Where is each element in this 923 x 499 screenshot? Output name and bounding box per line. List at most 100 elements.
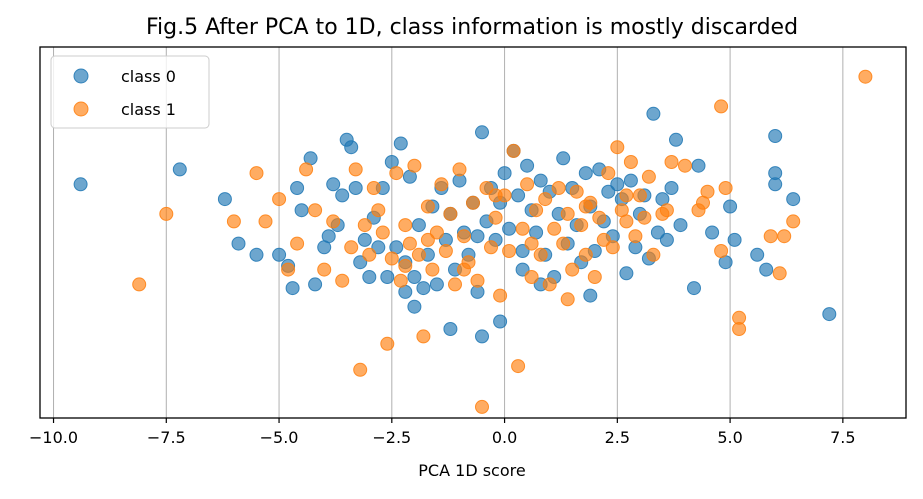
data-point-class-1 — [763, 229, 778, 244]
data-point-class-0 — [556, 151, 571, 166]
x-axis-ticks: −10.0 −7.5 −5.0 −2.5 0.0 2.5 5.0 7.5 — [29, 418, 856, 447]
data-point-class-1 — [452, 162, 467, 177]
data-point-class-1 — [659, 203, 674, 218]
data-point-class-0 — [659, 232, 674, 247]
data-point-class-1 — [569, 184, 584, 199]
x-tick-label: −7.5 — [147, 428, 186, 447]
legend: class 0 class 1 — [50, 55, 210, 129]
data-point-class-1 — [475, 399, 489, 414]
data-point-class-1 — [623, 155, 638, 169]
data-point-class-0 — [172, 162, 187, 177]
data-point-class-0 — [443, 322, 458, 336]
data-point-class-0 — [335, 188, 350, 203]
data-point-class-1 — [515, 221, 530, 236]
data-point-class-1 — [317, 262, 332, 277]
data-point-class-1 — [484, 240, 498, 255]
data-point-class-0 — [646, 106, 661, 121]
data-point-class-0 — [362, 270, 377, 284]
data-point-class-1 — [646, 247, 661, 262]
data-point-class-1 — [664, 155, 679, 169]
data-point-class-1 — [587, 270, 602, 284]
data-point-class-1 — [524, 236, 539, 251]
data-point-class-0 — [249, 247, 264, 262]
data-point-class-0 — [353, 255, 368, 270]
data-point-class-1 — [488, 188, 503, 203]
data-point-class-0 — [217, 192, 232, 207]
data-point-class-1 — [641, 169, 656, 184]
data-point-class-1 — [420, 199, 435, 214]
data-point-class-0 — [357, 232, 372, 247]
data-point-class-1 — [335, 273, 350, 288]
data-point-class-0 — [768, 177, 783, 192]
data-point-class-1 — [858, 69, 873, 84]
data-point-class-1 — [258, 214, 273, 229]
data-point-class-0 — [533, 173, 548, 188]
data-point-class-1 — [619, 188, 634, 203]
data-point-class-1 — [443, 206, 458, 221]
data-point-class-1 — [366, 181, 381, 195]
data-point-class-1 — [488, 210, 503, 225]
x-tick-label: 2.5 — [605, 428, 630, 447]
data-point-class-0 — [73, 177, 88, 192]
data-point-class-0 — [290, 181, 305, 195]
data-point-class-1 — [777, 229, 792, 244]
legend-box — [50, 55, 210, 129]
data-point-class-1 — [502, 244, 517, 258]
data-point-class-1 — [714, 244, 729, 258]
data-point-class-0 — [407, 270, 422, 284]
data-point-class-1 — [574, 218, 589, 233]
legend-label-class-0: class 0 — [121, 67, 176, 86]
data-point-class-1 — [457, 229, 471, 244]
data-point-class-1 — [429, 225, 444, 240]
x-tick-label: 7.5 — [830, 428, 855, 447]
data-point-class-0 — [650, 225, 665, 240]
legend-label-class-1: class 1 — [121, 100, 176, 119]
data-point-class-1 — [605, 240, 620, 255]
data-point-class-1 — [601, 166, 616, 181]
data-point-class-0 — [786, 192, 801, 207]
data-point-class-0 — [687, 281, 701, 296]
data-point-class-0 — [759, 262, 774, 277]
data-point-class-0 — [768, 129, 783, 143]
data-point-class-1 — [560, 206, 575, 221]
data-point-class-1 — [132, 277, 147, 292]
data-point-class-0 — [669, 132, 683, 147]
data-point-class-0 — [411, 218, 426, 233]
data-point-class-0 — [578, 166, 593, 181]
data-point-class-1 — [718, 181, 733, 195]
data-point-class-1 — [393, 273, 408, 288]
data-point-class-0 — [429, 277, 444, 292]
data-point-class-1 — [578, 199, 593, 214]
data-point-class-1 — [411, 247, 426, 262]
data-point-class-1 — [420, 232, 435, 247]
data-point-class-0 — [285, 281, 300, 296]
data-point-class-0 — [470, 229, 485, 244]
data-point-class-0 — [294, 203, 309, 218]
data-point-class-0 — [750, 247, 765, 262]
legend-marker-class-0 — [73, 68, 89, 84]
data-point-class-1 — [299, 162, 314, 177]
data-point-class-1 — [226, 214, 241, 229]
data-point-class-0 — [497, 166, 512, 181]
data-point-class-1 — [281, 262, 296, 277]
data-point-class-0 — [723, 199, 738, 214]
data-point-class-1 — [308, 203, 323, 218]
data-point-class-1 — [506, 143, 521, 158]
data-point-class-1 — [272, 192, 287, 207]
data-point-class-1 — [389, 166, 404, 181]
data-point-class-1 — [637, 210, 652, 225]
data-point-class-0 — [416, 281, 431, 296]
x-tick-label: 5.0 — [717, 428, 742, 447]
data-point-class-1 — [520, 177, 535, 192]
data-point-class-1 — [416, 329, 431, 344]
data-point-class-1 — [425, 262, 440, 277]
x-tick-label: 0.0 — [492, 428, 517, 447]
data-point-class-1 — [678, 158, 692, 173]
data-point-class-0 — [520, 158, 535, 173]
data-point-class-1 — [470, 273, 485, 288]
data-point-class-1 — [159, 206, 174, 221]
data-point-class-1 — [610, 140, 625, 155]
data-point-class-1 — [434, 177, 449, 192]
data-point-class-1 — [556, 236, 571, 251]
